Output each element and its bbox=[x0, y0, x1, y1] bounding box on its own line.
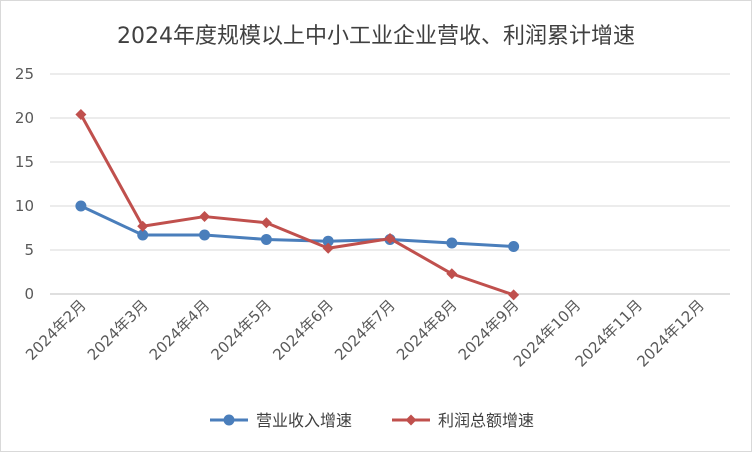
series-1-point bbox=[137, 229, 149, 241]
legend-label-1: 营业收入增速 bbox=[256, 411, 352, 430]
chart-title: 2024年度规模以上中小工业企业营收、利润累计增速 bbox=[117, 24, 635, 49]
series-2-point bbox=[137, 220, 149, 232]
legend-marker-1 bbox=[223, 414, 235, 426]
series-1-point bbox=[322, 235, 334, 247]
series-2-point bbox=[260, 217, 272, 229]
y-tick-label: 0 bbox=[24, 285, 34, 303]
y-axis-ticks: 0 5 10 15 20 25 bbox=[15, 65, 34, 303]
x-tick-label: 2024年7月 bbox=[331, 296, 399, 364]
series-1-point bbox=[75, 200, 87, 212]
series-2-point bbox=[199, 211, 211, 223]
series-1-point bbox=[199, 229, 211, 241]
x-tick-label: 2024年8月 bbox=[393, 296, 461, 364]
x-tick-label: 2024年6月 bbox=[269, 296, 337, 364]
x-axis-ticks: 2024年2月2024年3月2024年4月2024年5月2024年6月2024年… bbox=[22, 296, 708, 370]
x-tick-label: 2024年9月 bbox=[455, 296, 523, 364]
y-tick-label: 15 bbox=[15, 153, 34, 171]
x-tick-label: 2024年12月 bbox=[633, 296, 707, 370]
y-tick-label: 25 bbox=[15, 65, 34, 83]
x-tick-label: 2024年5月 bbox=[208, 296, 276, 364]
series-1-point bbox=[446, 237, 458, 249]
legend: 营业收入增速 利润总额增速 bbox=[210, 411, 534, 430]
series-2-point bbox=[322, 242, 334, 254]
series-line-2 bbox=[79, 113, 515, 297]
y-tick-label: 20 bbox=[15, 109, 34, 127]
series-2-point bbox=[75, 108, 87, 120]
series-1-point bbox=[508, 240, 520, 252]
series-1-point bbox=[260, 233, 272, 245]
series-line-1 bbox=[80, 204, 514, 248]
series-2-point bbox=[384, 233, 396, 245]
gridlines bbox=[50, 73, 730, 295]
legend-marker-2 bbox=[405, 414, 417, 426]
x-tick-label: 2024年2月 bbox=[22, 296, 90, 364]
series-2-point bbox=[446, 268, 458, 280]
series-layer bbox=[75, 108, 520, 301]
series-2-point bbox=[508, 289, 520, 301]
legend-label-2: 利润总额增速 bbox=[438, 411, 534, 430]
x-tick-label: 2024年3月 bbox=[84, 296, 152, 364]
y-tick-label: 10 bbox=[15, 197, 34, 215]
x-tick-label: 2024年4月 bbox=[146, 296, 214, 364]
y-tick-label: 5 bbox=[24, 241, 34, 259]
